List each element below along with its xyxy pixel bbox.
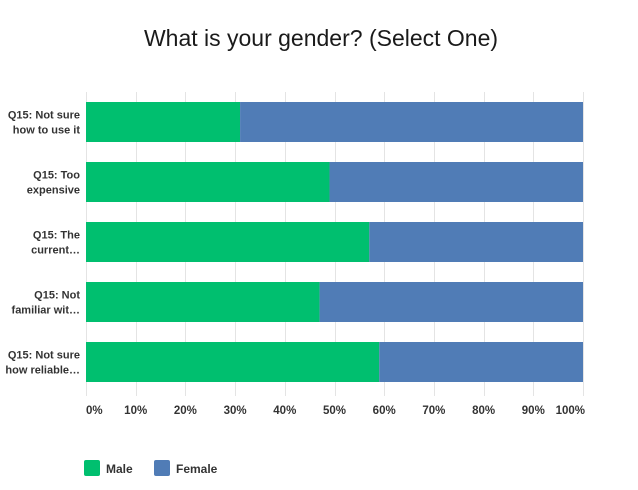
x-tick-label-0: 0% bbox=[86, 405, 103, 417]
category-label-2-0: Q15: The bbox=[33, 230, 80, 242]
x-tick-label-6: 60% bbox=[373, 405, 396, 417]
bar-male-0 bbox=[86, 102, 241, 142]
legend-swatch-male bbox=[84, 460, 100, 476]
category-label-0-0: Q15: Not sure bbox=[8, 110, 80, 122]
legend-label-female: Female bbox=[176, 462, 218, 476]
bar-male-3 bbox=[86, 282, 320, 322]
category-labels: Q15: Not sure how to use it Q15: Too expens… bbox=[5, 110, 80, 377]
x-tick-label-10: 100% bbox=[556, 405, 585, 417]
x-tick-label-9: 90% bbox=[522, 405, 545, 417]
x-tick-label-7: 70% bbox=[422, 405, 445, 417]
bar-female-0 bbox=[240, 102, 583, 142]
bar-male-2 bbox=[86, 222, 370, 262]
bar-female-4 bbox=[379, 342, 583, 382]
category-label-1-1: expensive bbox=[27, 185, 80, 197]
category-label-3-1: familiar wit… bbox=[12, 305, 80, 317]
x-tick-label-1: 10% bbox=[124, 405, 147, 417]
legend-swatch-female bbox=[154, 460, 170, 476]
bar-male-1 bbox=[86, 162, 330, 202]
x-tick-label-3: 30% bbox=[224, 405, 247, 417]
x-tick-label-5: 50% bbox=[323, 405, 346, 417]
bars bbox=[86, 102, 583, 382]
x-tick-label-2: 20% bbox=[174, 405, 197, 417]
x-tick-label-8: 80% bbox=[472, 405, 495, 417]
category-label-1-0: Q15: Too bbox=[33, 170, 80, 182]
x-axis-tick-labels: 0% 10% 20% 30% 40% 50% 60% 70% 80% 90% 100% bbox=[86, 405, 585, 417]
legend: Male Female bbox=[84, 460, 218, 476]
legend-label-male: Male bbox=[106, 462, 133, 476]
bar-female-2 bbox=[369, 222, 583, 262]
category-label-4-1: how reliable… bbox=[5, 365, 80, 377]
category-label-3-0: Q15: Not bbox=[34, 290, 80, 302]
bar-female-3 bbox=[319, 282, 583, 322]
category-label-2-1: current… bbox=[31, 245, 80, 257]
category-label-0-1: how to use it bbox=[13, 125, 81, 137]
bar-male-4 bbox=[86, 342, 380, 382]
bar-female-1 bbox=[329, 162, 583, 202]
category-label-4-0: Q15: Not sure bbox=[8, 350, 80, 362]
x-tick-label-4: 40% bbox=[273, 405, 296, 417]
chart-title: What is your gender? (Select One) bbox=[144, 25, 498, 51]
